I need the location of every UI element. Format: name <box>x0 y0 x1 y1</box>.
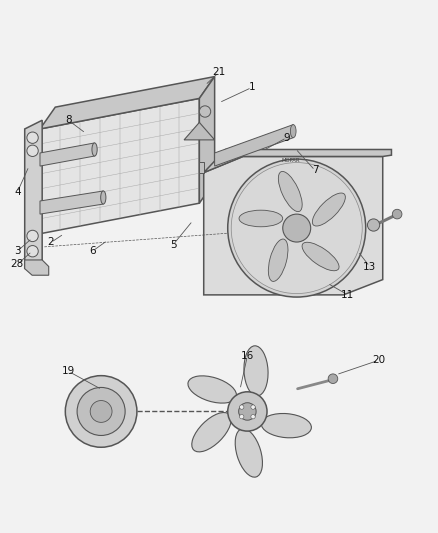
Text: 16: 16 <box>241 351 254 361</box>
Circle shape <box>228 392 267 431</box>
Circle shape <box>27 132 38 143</box>
Text: 28: 28 <box>11 260 24 269</box>
Circle shape <box>65 376 137 447</box>
Ellipse shape <box>279 172 302 212</box>
Ellipse shape <box>312 193 346 226</box>
Text: 7: 7 <box>312 165 318 175</box>
Text: 11: 11 <box>341 290 354 300</box>
Circle shape <box>251 405 255 409</box>
Text: 1: 1 <box>248 83 255 93</box>
Text: 3: 3 <box>14 246 21 256</box>
Circle shape <box>77 387 125 435</box>
Polygon shape <box>40 99 199 234</box>
Ellipse shape <box>92 143 97 156</box>
Ellipse shape <box>101 191 106 204</box>
Ellipse shape <box>235 429 262 477</box>
Text: 19: 19 <box>62 366 75 376</box>
Circle shape <box>90 400 112 422</box>
Circle shape <box>27 230 38 241</box>
Polygon shape <box>40 143 95 166</box>
Polygon shape <box>184 123 215 140</box>
Ellipse shape <box>192 413 231 452</box>
Circle shape <box>239 403 256 420</box>
Ellipse shape <box>261 414 311 438</box>
Text: 6: 6 <box>89 246 95 256</box>
Circle shape <box>367 219 380 231</box>
Polygon shape <box>25 260 49 275</box>
Text: 2: 2 <box>48 238 54 247</box>
Polygon shape <box>204 157 383 295</box>
Circle shape <box>392 209 402 219</box>
Ellipse shape <box>239 210 283 227</box>
Circle shape <box>240 405 244 409</box>
Ellipse shape <box>290 125 296 138</box>
Text: MOPAR: MOPAR <box>282 158 300 163</box>
Circle shape <box>328 374 338 384</box>
Polygon shape <box>215 125 293 166</box>
Circle shape <box>199 106 211 117</box>
Text: 4: 4 <box>14 187 21 197</box>
Circle shape <box>283 214 311 242</box>
Ellipse shape <box>244 346 268 396</box>
Ellipse shape <box>268 239 288 281</box>
Circle shape <box>251 415 255 419</box>
Polygon shape <box>40 191 103 214</box>
Polygon shape <box>40 77 215 129</box>
Text: 8: 8 <box>65 115 72 125</box>
Text: 13: 13 <box>363 262 376 271</box>
Text: 5: 5 <box>170 240 177 249</box>
Circle shape <box>27 145 38 157</box>
Polygon shape <box>204 149 392 173</box>
Circle shape <box>228 159 366 297</box>
Polygon shape <box>199 77 215 203</box>
Circle shape <box>240 415 244 419</box>
Circle shape <box>231 163 362 294</box>
Circle shape <box>27 246 38 257</box>
Polygon shape <box>199 161 204 173</box>
Text: 9: 9 <box>283 133 290 143</box>
Polygon shape <box>25 120 42 269</box>
Text: 20: 20 <box>372 356 385 365</box>
Text: 21: 21 <box>212 67 226 77</box>
Ellipse shape <box>188 376 237 403</box>
Ellipse shape <box>302 243 339 271</box>
